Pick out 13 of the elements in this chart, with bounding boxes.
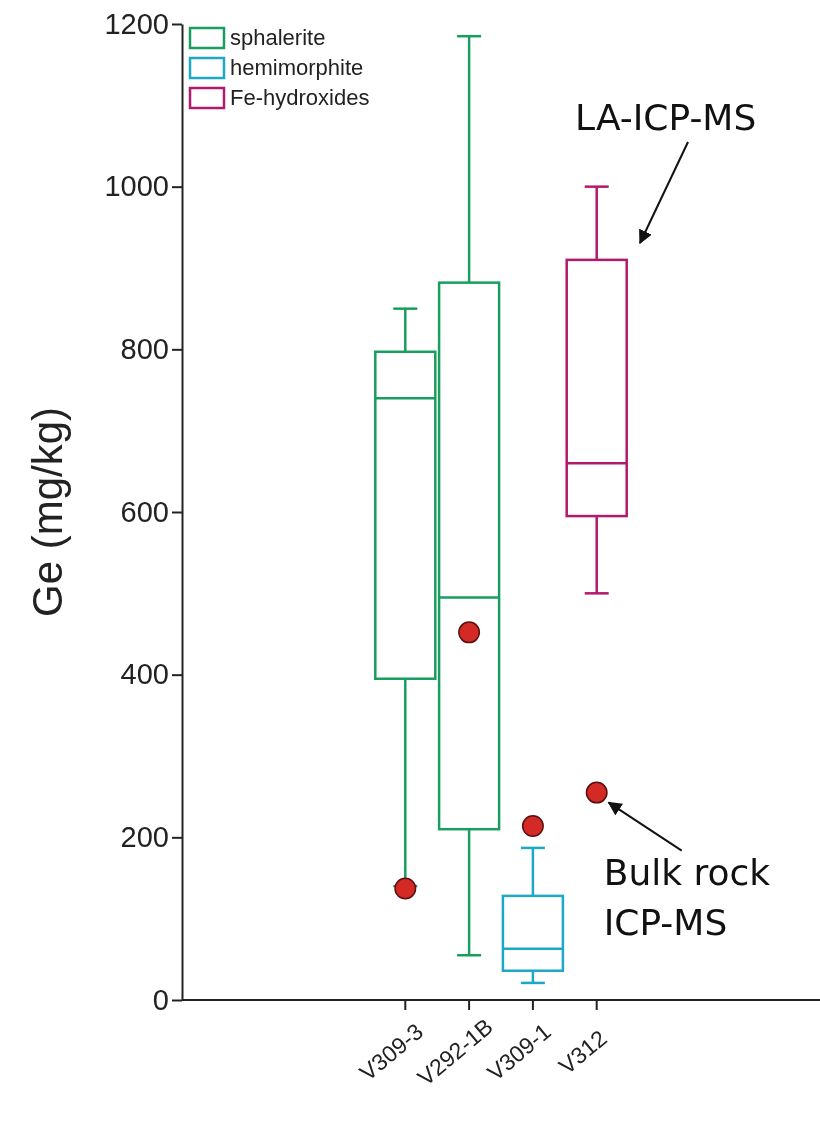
legend-label: hemimorphite [230,55,364,80]
y-tick-label: 1000 [104,170,169,203]
y-tick-label: 1200 [104,7,169,40]
y-tick-label: 0 [152,983,169,1016]
legend-label: Fe-hydroxides [230,85,370,110]
legend-label: sphalerite [230,25,326,50]
y-axis-title: Ge (mg/kg) [24,406,71,618]
y-tick-label: 600 [120,495,169,528]
y-tick-label: 800 [120,333,169,366]
annotation: LA-ICP-MS [575,97,757,138]
y-tick-label: 400 [120,658,169,691]
annotation: Bulk rock ICP-MS [603,851,771,943]
y-tick-label: 200 [120,821,169,854]
